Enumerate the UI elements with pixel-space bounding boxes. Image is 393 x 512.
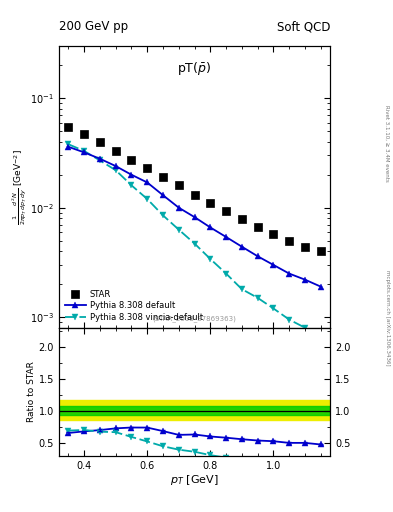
Legend: STAR, Pythia 8.308 default, Pythia 8.308 vincia-default: STAR, Pythia 8.308 default, Pythia 8.308… <box>63 288 205 324</box>
Pythia 8.308 default <box>82 150 86 156</box>
Text: (STAR_2008_S7869363): (STAR_2008_S7869363) <box>152 315 237 322</box>
Text: mcplots.cern.ch [arXiv:1306.3436]: mcplots.cern.ch [arXiv:1306.3436] <box>385 270 389 365</box>
Line: Pythia 8.308 default: Pythia 8.308 default <box>66 144 323 289</box>
Pythia 8.308 vincia-default <box>161 212 165 219</box>
Pythia 8.308 default <box>97 156 102 162</box>
Pythia 8.308 vincia-default <box>255 295 260 301</box>
Pythia 8.308 default <box>287 270 292 276</box>
STAR <box>318 248 323 254</box>
Y-axis label: $\frac{1}{2\pi p_T}\frac{d^2N}{dp_T\,dy}$ [GeV$^{-2}$]: $\frac{1}{2\pi p_T}\frac{d^2N}{dp_T\,dy}… <box>10 149 29 225</box>
Pythia 8.308 default <box>224 234 228 240</box>
STAR <box>255 224 260 230</box>
Pythia 8.308 vincia-default <box>208 256 213 262</box>
Pythia 8.308 vincia-default <box>113 167 118 173</box>
Pythia 8.308 default <box>303 276 307 283</box>
Pythia 8.308 vincia-default <box>271 305 276 311</box>
Pythia 8.308 default <box>192 214 197 220</box>
Pythia 8.308 default <box>208 224 213 230</box>
Pythia 8.308 vincia-default <box>239 286 244 292</box>
Pythia 8.308 default <box>145 179 150 185</box>
Pythia 8.308 vincia-default <box>287 316 292 323</box>
STAR <box>129 157 134 163</box>
STAR <box>239 216 244 222</box>
Text: Soft QCD: Soft QCD <box>277 20 330 33</box>
Pythia 8.308 vincia-default <box>176 226 181 232</box>
Bar <box>59 400 330 420</box>
STAR <box>145 165 150 171</box>
Y-axis label: Ratio to STAR: Ratio to STAR <box>27 361 36 422</box>
Pythia 8.308 vincia-default <box>303 325 307 331</box>
Pythia 8.308 default <box>271 262 276 268</box>
Pythia 8.308 vincia-default <box>129 182 134 188</box>
Line: STAR: STAR <box>64 123 325 255</box>
STAR <box>82 131 86 137</box>
Pythia 8.308 vincia-default <box>224 270 228 276</box>
STAR <box>208 200 213 206</box>
Pythia 8.308 vincia-default <box>192 241 197 247</box>
Line: Pythia 8.308 vincia-default: Pythia 8.308 vincia-default <box>66 141 323 340</box>
STAR <box>113 148 118 154</box>
Pythia 8.308 vincia-default <box>145 196 150 202</box>
Text: pT($\bar{p}$): pT($\bar{p}$) <box>177 60 212 77</box>
Pythia 8.308 default <box>129 172 134 178</box>
Pythia 8.308 vincia-default <box>97 157 102 163</box>
X-axis label: $p_T$ [GeV]: $p_T$ [GeV] <box>170 473 219 487</box>
Pythia 8.308 default <box>239 244 244 250</box>
STAR <box>271 231 276 238</box>
Pythia 8.308 default <box>318 284 323 290</box>
STAR <box>303 244 307 250</box>
Pythia 8.308 default <box>255 253 260 259</box>
Pythia 8.308 default <box>113 163 118 169</box>
Pythia 8.308 default <box>161 192 165 198</box>
STAR <box>192 192 197 198</box>
STAR <box>224 208 228 214</box>
STAR <box>97 139 102 145</box>
STAR <box>176 182 181 188</box>
STAR <box>66 123 71 130</box>
Text: Rivet 3.1.10, ≥ 3.4M events: Rivet 3.1.10, ≥ 3.4M events <box>385 105 389 182</box>
STAR <box>161 174 165 180</box>
Text: 200 GeV pp: 200 GeV pp <box>59 20 128 33</box>
Pythia 8.308 vincia-default <box>82 148 86 154</box>
Pythia 8.308 vincia-default <box>318 334 323 340</box>
Bar <box>59 407 330 415</box>
Pythia 8.308 default <box>66 144 71 150</box>
STAR <box>287 238 292 244</box>
Pythia 8.308 vincia-default <box>66 141 71 147</box>
Pythia 8.308 default <box>176 205 181 211</box>
